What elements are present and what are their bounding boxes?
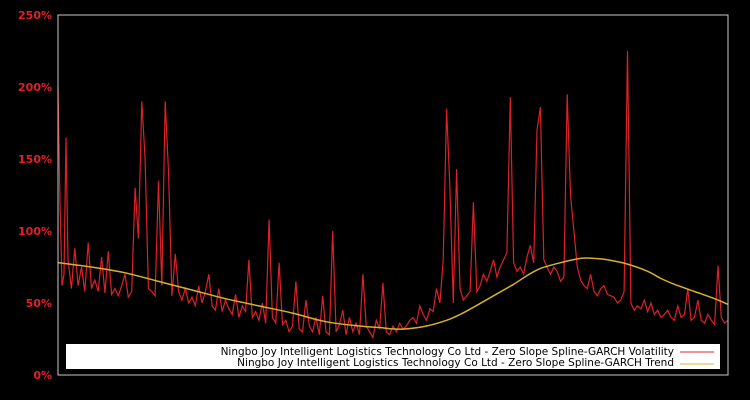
legend-label-trend: Ningbo Joy Intelligent Logistics Technol…	[237, 357, 674, 369]
trend-line	[57, 257, 729, 330]
y-tick-label: 150%	[18, 153, 52, 166]
y-tick-label: 200%	[18, 81, 52, 94]
plot-frame	[57, 14, 729, 376]
legend-label-volatility: Ningbo Joy Intelligent Logistics Technol…	[221, 346, 674, 358]
volatility-line	[57, 50, 729, 340]
y-tick-label: 250%	[18, 9, 52, 22]
y-axis: 0% 50% 100% 150% 200% 250%	[18, 9, 52, 382]
y-tick-label: 100%	[18, 225, 52, 238]
y-tick-label: 0%	[33, 369, 52, 382]
legend-box	[66, 344, 720, 369]
plot-area	[57, 50, 729, 340]
y-tick-label: 50%	[26, 297, 52, 310]
legend: Ningbo Joy Intelligent Logistics Technol…	[66, 344, 720, 369]
